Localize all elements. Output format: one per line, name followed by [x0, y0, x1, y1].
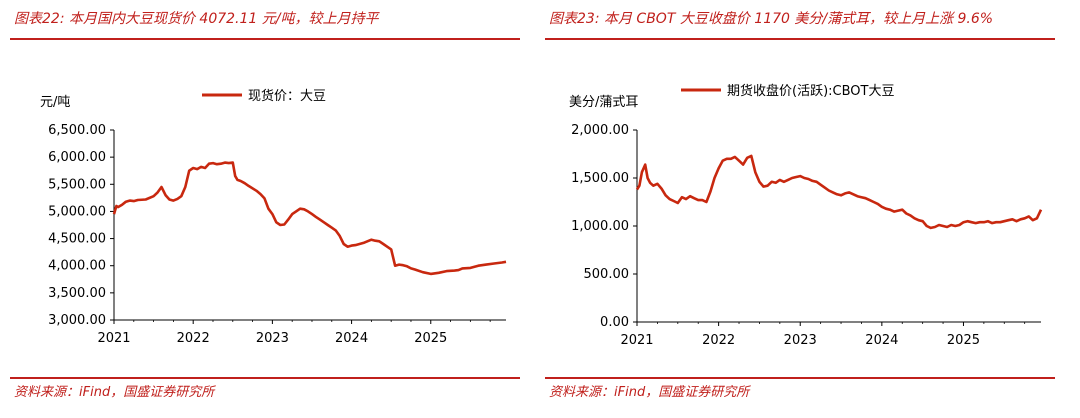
- x-tick-label: 2022: [177, 331, 210, 346]
- source-rule: [545, 377, 1055, 379]
- x-tick-label: 2024: [335, 331, 368, 346]
- y-tick-label: 6,000.00: [48, 150, 106, 165]
- y-tick-label: 0.00: [600, 315, 629, 330]
- legend-label: 现货价：大豆: [248, 88, 326, 104]
- x-tick-label: 2023: [784, 333, 817, 348]
- series-line: [112, 161, 507, 276]
- x-tick-label: 2024: [865, 333, 898, 348]
- source-rule: [10, 377, 520, 379]
- line-chart-soybean-spot: 元/吨 6,500.00 6,000.00 5,500.00 5,000.00 4,500…: [40, 88, 507, 346]
- y-axis-label: 美分/蒲式耳: [569, 95, 638, 110]
- title-rule: [545, 38, 1055, 40]
- y-tick-label: 6,500.00: [48, 123, 106, 138]
- y-tick-label: 1,500.00: [571, 171, 629, 186]
- x-tick-label: 2022: [702, 333, 735, 348]
- y-tick-label: 4,000.00: [48, 259, 106, 274]
- x-tick-label: 2023: [256, 331, 289, 346]
- y-tick-label: 2,000.00: [571, 123, 629, 138]
- chart-panel-right: 图表23: 本月 CBOT 大豆收盘价 1170 美分/蒲式耳，较上月上涨 9.…: [545, 0, 1075, 418]
- source-note: 资料来源：iFind，国盛证券研究所: [14, 385, 215, 400]
- chart-panel-left: 图表22: 本月国内大豆现货价 4072.11 元/吨，较上月持平 元/吨 6,5…: [10, 0, 540, 418]
- y-tick-label: 500.00: [584, 267, 630, 282]
- source-note: 资料来源：iFind，国盛证券研究所: [549, 385, 750, 400]
- y-axis-label: 元/吨: [40, 95, 70, 110]
- figure-title: 图表22: 本月国内大豆现货价 4072.11 元/吨，较上月持平: [14, 11, 379, 27]
- y-tick-label: 3,500.00: [48, 286, 106, 301]
- y-tick-label: 3,000.00: [48, 313, 106, 328]
- legend-label: 期货收盘价(活跃):CBOT大豆: [727, 83, 894, 99]
- x-tick-label: 2025: [947, 333, 980, 348]
- y-tick-label: 1,000.00: [571, 219, 629, 234]
- figure-title: 图表23: 本月 CBOT 大豆收盘价 1170 美分/蒲式耳，较上月上涨 9.…: [549, 11, 994, 27]
- series-line: [635, 154, 1043, 230]
- x-tick-label: 2021: [97, 331, 130, 346]
- y-tick-label: 5,000.00: [48, 204, 106, 219]
- line-chart-cbot-soybean: 美分/蒲式耳 2,000.00 1,500.00 1,000.00 500.00 0.00…: [569, 83, 1043, 348]
- title-rule: [10, 38, 520, 40]
- x-tick-label: 2021: [620, 333, 653, 348]
- y-tick-label: 5,500.00: [48, 177, 106, 192]
- y-tick-label: 4,500.00: [48, 232, 106, 247]
- x-tick-label: 2025: [414, 331, 447, 346]
